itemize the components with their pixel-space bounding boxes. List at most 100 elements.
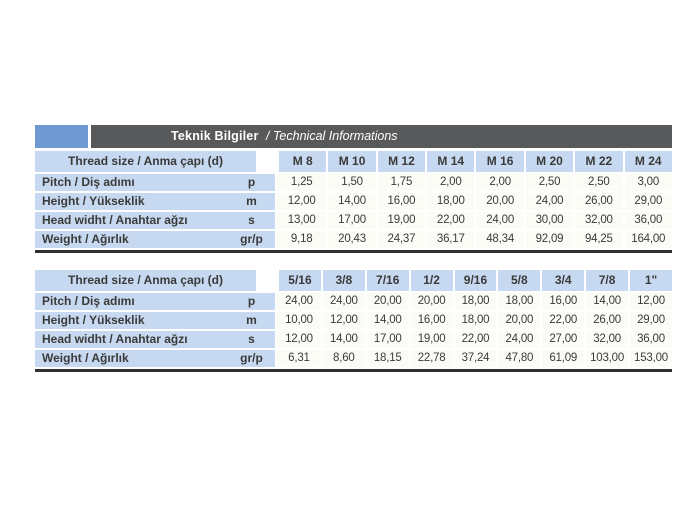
value-cell: 1,75: [375, 174, 426, 193]
value-cell: 27,00: [540, 331, 585, 350]
value-cell: 92,09: [523, 231, 574, 250]
value-cell: 20,00: [474, 193, 524, 212]
value-cell: 20,00: [364, 293, 409, 312]
row-unit-symbol: m: [228, 312, 278, 331]
table-row: Head widht / Anahtar ağzı s 13,00 17,00 19,0…: [35, 212, 672, 231]
value-cell: 18,00: [496, 293, 541, 312]
value-cell: 22,00: [452, 331, 497, 350]
value-cell: 16,00: [540, 293, 585, 312]
value-cell: 2,50: [523, 174, 574, 193]
value-cell: 24,00: [523, 193, 574, 212]
table-row: Head widht / Anahtar ağzı s 12,00 14,00 17,0…: [35, 331, 672, 350]
value-cell: 29,00: [628, 312, 672, 331]
value-cell: 22,78: [408, 350, 453, 369]
size-column-header: M 14: [425, 151, 475, 174]
value-cell: 2,50: [573, 174, 623, 193]
row-label: Weight / Ağırlık: [35, 231, 228, 250]
value-cell: 12,00: [320, 312, 365, 331]
value-cell: 20,00: [496, 312, 541, 331]
value-cell: 47,80: [496, 350, 541, 369]
value-cell: 94,25: [573, 231, 623, 250]
value-cell: 2,00: [425, 174, 475, 193]
value-cell: 30,00: [523, 212, 574, 231]
value-cell: 19,00: [408, 331, 453, 350]
value-cell: 16,00: [375, 193, 426, 212]
value-cell: 8,60: [320, 350, 365, 369]
row-label: Height / Yükseklik: [35, 312, 228, 331]
value-cell: 18,00: [425, 193, 475, 212]
value-cell: 36,00: [628, 331, 672, 350]
value-cell: 16,00: [408, 312, 453, 331]
value-cell: 3,00: [622, 174, 672, 193]
row-label: Pitch / Diş adımı: [35, 174, 228, 193]
size-column-header: M 8: [277, 151, 327, 174]
row-unit-symbol: s: [228, 331, 278, 350]
size-column-header: 5/16: [277, 270, 321, 293]
table-row: Weight / Ağırlık gr/p 6,31 8,60 18,15 22,78 37…: [35, 350, 672, 369]
table-row: Weight / Ağırlık gr/p 9,18 20,43 24,37 36,17 4…: [35, 231, 672, 250]
value-cell: 12,00: [277, 193, 327, 212]
value-cell: 20,43: [326, 231, 376, 250]
value-cell: 26,00: [584, 312, 629, 331]
size-column-header: 7/16: [364, 270, 409, 293]
technical-info-section: Teknik Bilgiler / Technical Informations…: [35, 125, 672, 372]
imperial-thread-table: Thread size / Anma çapı (d) 5/16 3/8 7/16 1/…: [35, 270, 672, 372]
value-cell: 20,00: [408, 293, 453, 312]
value-cell: 19,00: [375, 212, 426, 231]
row-unit-symbol: s: [228, 212, 278, 231]
value-cell: 24,00: [277, 293, 321, 312]
row-unit-symbol: gr/p: [228, 231, 278, 250]
value-cell: 12,00: [277, 331, 321, 350]
section-header: Teknik Bilgiler / Technical Informations: [35, 125, 672, 148]
size-column-header: M 22: [573, 151, 623, 174]
value-cell: 12,00: [628, 293, 672, 312]
value-cell: 164,00: [622, 231, 672, 250]
size-column-header: M 12: [375, 151, 426, 174]
value-cell: 14,00: [320, 331, 365, 350]
section-title: Teknik Bilgiler / Technical Informations: [91, 125, 672, 148]
table-row: Pitch / Diş adımı p 1,25 1,50 1,75 2,00 2,00 2,…: [35, 174, 672, 193]
size-column-header: M 10: [326, 151, 376, 174]
value-cell: 17,00: [326, 212, 376, 231]
size-column-header: M 16: [474, 151, 524, 174]
size-column-header: 3/8: [320, 270, 365, 293]
value-cell: 1,25: [277, 174, 327, 193]
table-row: Height / Yükseklik m 12,00 14,00 16,00 18,00 2…: [35, 193, 672, 212]
value-cell: 17,00: [364, 331, 409, 350]
value-cell: 18,00: [452, 312, 497, 331]
section-title-english: / Technical Informations: [266, 129, 398, 143]
value-cell: 6,31: [277, 350, 321, 369]
size-column-header: 5/8: [496, 270, 541, 293]
value-cell: 1,50: [326, 174, 376, 193]
table-row: Pitch / Diş adımı p 24,00 24,00 20,00 20,00 18…: [35, 293, 672, 312]
value-cell: 32,00: [573, 212, 623, 231]
size-column-header: 7/8: [584, 270, 629, 293]
header-accent-box: [35, 125, 88, 148]
table-header-row: Thread size / Anma çapı (d) 5/16 3/8 7/16 1/…: [35, 270, 672, 293]
value-cell: 29,00: [622, 193, 672, 212]
row-label: Head widht / Anahtar ağzı: [35, 212, 228, 231]
value-cell: 14,00: [584, 293, 629, 312]
value-cell: 2,00: [474, 174, 524, 193]
size-column-header: 3/4: [540, 270, 585, 293]
value-cell: 48,34: [474, 231, 524, 250]
value-cell: 9,18: [277, 231, 327, 250]
value-cell: 37,24: [452, 350, 497, 369]
size-column-header: M 20: [523, 151, 574, 174]
value-cell: 18,15: [364, 350, 409, 369]
row-label: Height / Yükseklik: [35, 193, 228, 212]
thread-size-header: Thread size / Anma çapı (d): [35, 151, 278, 174]
row-label: Head widht / Anahtar ağzı: [35, 331, 228, 350]
value-cell: 36,17: [425, 231, 475, 250]
value-cell: 14,00: [364, 312, 409, 331]
value-cell: 14,00: [326, 193, 376, 212]
size-column-header: 1/2: [408, 270, 453, 293]
section-title-turkish: Teknik Bilgiler: [171, 129, 259, 143]
value-cell: 18,00: [452, 293, 497, 312]
value-cell: 13,00: [277, 212, 327, 231]
value-cell: 10,00: [277, 312, 321, 331]
row-unit-symbol: p: [228, 174, 278, 193]
